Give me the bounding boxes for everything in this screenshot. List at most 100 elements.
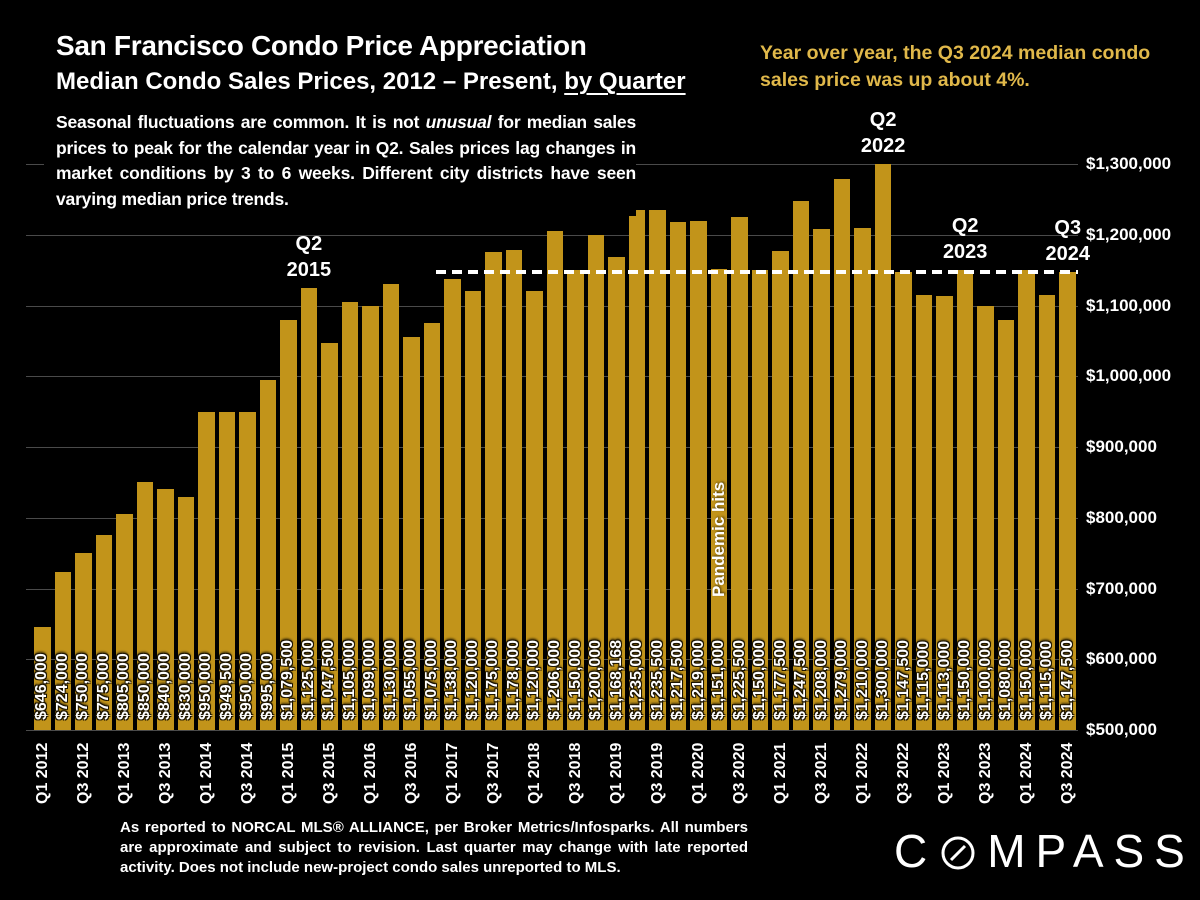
bar-value-label: $840,000 bbox=[156, 653, 174, 720]
bar bbox=[239, 411, 256, 730]
x-tick-label: Q1 2014 bbox=[197, 742, 215, 804]
bar-value-label: $830,000 bbox=[176, 653, 194, 720]
bar-value-label: $1,113,000 bbox=[935, 640, 953, 720]
bar-value-label: $1,150,000 bbox=[751, 639, 769, 720]
bar-value-label: $1,079,500 bbox=[279, 639, 297, 720]
bar-value-label: $1,300,000 bbox=[874, 639, 892, 720]
intro-text-2: for median sales prices to peak for the … bbox=[56, 112, 636, 209]
bar bbox=[259, 379, 277, 730]
x-tick-label: Q3 2020 bbox=[731, 742, 749, 804]
logo-text-mpass: MPASS bbox=[987, 825, 1195, 877]
annotation-line: Q2 bbox=[295, 232, 323, 255]
bar bbox=[300, 287, 318, 730]
bar-value-label: $1,150,000 bbox=[956, 639, 974, 720]
x-tick-label: Q3 2017 bbox=[484, 742, 502, 804]
bar bbox=[854, 227, 871, 730]
subtitle-main: Median Condo Sales Prices, 2012 – Presen… bbox=[56, 68, 565, 95]
bar-value-label: $950,000 bbox=[238, 653, 256, 720]
bar-value-label: $1,208,000 bbox=[812, 639, 830, 720]
bar-value-label: $1,219,000 bbox=[689, 639, 707, 720]
bar bbox=[772, 250, 789, 730]
bar-value-label: $1,150,000 bbox=[1017, 639, 1035, 720]
bar-value-label: $1,235,000 bbox=[628, 639, 646, 720]
bar-value-label: $1,055,000 bbox=[402, 639, 420, 720]
bar-value-label: $1,177,500 bbox=[771, 639, 789, 720]
bar-value-label: $1,115,000 bbox=[1038, 640, 1056, 720]
y-axis-label: $800,000 bbox=[1086, 507, 1157, 527]
bar bbox=[526, 291, 543, 730]
bar-value-label: $750,000 bbox=[74, 653, 92, 720]
bar bbox=[690, 221, 707, 730]
bar bbox=[710, 269, 728, 730]
bar-value-label: $1,047,500 bbox=[320, 639, 338, 720]
bar-value-label: $646,000 bbox=[33, 653, 51, 720]
bar-value-label: $1,120,000 bbox=[463, 639, 481, 720]
bar bbox=[874, 164, 892, 730]
bar bbox=[423, 323, 441, 730]
bar bbox=[608, 257, 625, 730]
bar bbox=[116, 514, 133, 730]
bar-value-label: $1,217,500 bbox=[669, 639, 687, 720]
bar bbox=[669, 222, 687, 730]
bar-value-label: $1,147,500 bbox=[1058, 639, 1076, 720]
bar bbox=[321, 342, 338, 730]
bar bbox=[813, 229, 830, 730]
y-axis-label: $1,200,000 bbox=[1086, 224, 1172, 244]
x-tick-label: Q3 2014 bbox=[238, 742, 256, 804]
bar bbox=[587, 234, 605, 730]
bar-value-label: $1,138,000 bbox=[443, 639, 461, 720]
bar-value-label: $1,279,000 bbox=[833, 639, 851, 720]
gridline bbox=[26, 730, 1078, 731]
reference-dashed-line bbox=[436, 269, 1078, 274]
y-axis-label: $500,000 bbox=[1086, 720, 1157, 739]
bar-value-label: $949,500 bbox=[217, 653, 235, 720]
y-axis-label: $1,300,000 bbox=[1086, 154, 1172, 173]
x-tick-label: Q1 2020 bbox=[690, 742, 708, 804]
disclaimer-text: As reported to NORCAL MLS® ALLIANCE, per… bbox=[120, 819, 748, 876]
page-title: San Francisco Condo Price Appreciation bbox=[56, 30, 587, 61]
bar bbox=[1038, 294, 1056, 730]
x-tick-label: Q1 2023 bbox=[936, 742, 954, 804]
bar-value-label: $1,247,500 bbox=[792, 639, 810, 720]
x-tick-label: Q1 2019 bbox=[608, 742, 626, 804]
bar bbox=[157, 489, 174, 730]
annotation-q2-2022: Q2 2022 bbox=[818, 107, 948, 159]
bar-value-label: $1,225,500 bbox=[730, 639, 748, 720]
x-tick-label: Q3 2024 bbox=[1059, 742, 1077, 804]
bar-value-label: $1,080,000 bbox=[997, 639, 1015, 720]
x-tick-label: Q1 2016 bbox=[361, 742, 379, 804]
bar bbox=[1018, 270, 1035, 730]
x-tick-label: Q1 2017 bbox=[443, 742, 461, 804]
y-axis-label: $1,000,000 bbox=[1086, 366, 1172, 386]
x-tick-label: Q1 2024 bbox=[1018, 742, 1036, 804]
bar bbox=[382, 284, 400, 730]
bar bbox=[177, 496, 195, 730]
bar bbox=[444, 278, 461, 730]
intro-text-italic: unusual bbox=[425, 112, 492, 132]
pandemic-label: Pandemic hits bbox=[709, 481, 729, 597]
bar bbox=[628, 209, 646, 730]
annotation-line: 2022 bbox=[860, 135, 906, 157]
annotation-q3-2024: Q3 2024 bbox=[1003, 215, 1133, 267]
compass-o-icon bbox=[941, 836, 975, 870]
bar bbox=[341, 301, 359, 730]
y-axis-label: $900,000 bbox=[1086, 437, 1157, 456]
bar bbox=[362, 306, 379, 730]
bar bbox=[895, 271, 912, 730]
bar-value-label: $1,120,000 bbox=[525, 639, 543, 720]
x-tick-label: Q3 2015 bbox=[320, 742, 338, 804]
x-tick-label: Q3 2013 bbox=[156, 742, 174, 804]
bar bbox=[997, 319, 1015, 730]
annotation-q2-2023: Q2 2023 bbox=[900, 213, 1030, 265]
bar-value-label: $1,210,000 bbox=[853, 639, 871, 720]
bar-value-label: $1,206,000 bbox=[545, 639, 563, 720]
bar bbox=[95, 535, 113, 730]
intro-text-1: Seasonal fluctuations are common. It is … bbox=[56, 112, 426, 132]
annotation-line: 2023 bbox=[942, 241, 988, 264]
bar-value-label: $1,130,000 bbox=[381, 639, 399, 720]
bar bbox=[75, 553, 92, 730]
bar-value-label: $1,100,000 bbox=[976, 639, 994, 720]
x-tick-label: Q1 2013 bbox=[115, 742, 133, 804]
annotation-line: 2024 bbox=[1045, 242, 1090, 265]
annotation-line: Q2 bbox=[869, 109, 897, 131]
